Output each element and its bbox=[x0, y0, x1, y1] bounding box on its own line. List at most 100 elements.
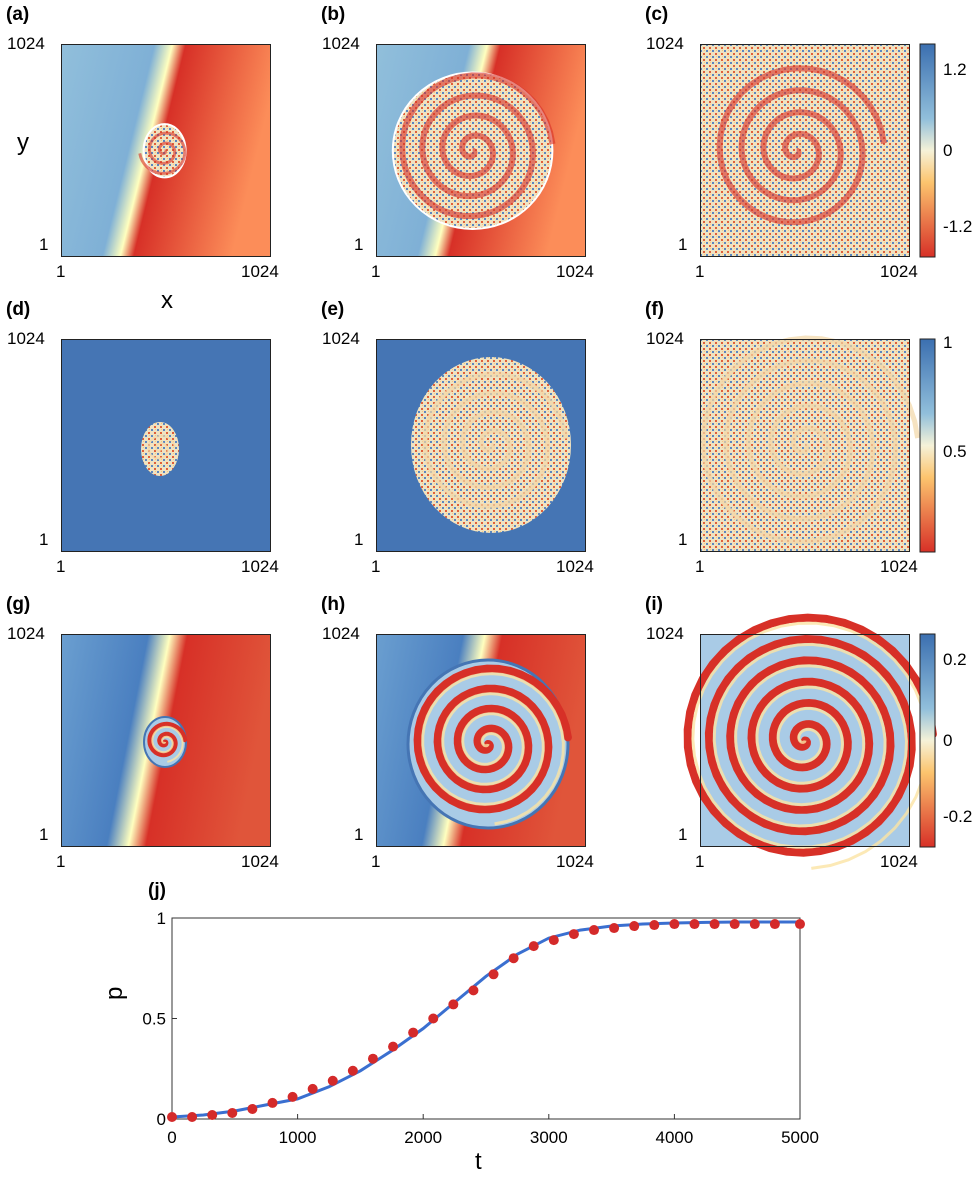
x-tick-min-d: 1 bbox=[56, 557, 66, 576]
x-tick-min-g: 1 bbox=[56, 852, 66, 871]
x-tick-min-c: 1 bbox=[695, 262, 705, 281]
x-tick-max-e: 1024 bbox=[556, 557, 594, 576]
y-tick-max-a: 1024 bbox=[7, 34, 45, 53]
y-axis-label-a: y bbox=[17, 129, 29, 156]
x-tick-max-c: 1024 bbox=[880, 262, 918, 281]
data-point bbox=[749, 919, 760, 930]
y-tick-max-i: 1024 bbox=[646, 624, 684, 643]
panel-label-h: (h) bbox=[321, 594, 346, 615]
colorbar-1 bbox=[919, 43, 936, 258]
field-image-a bbox=[61, 44, 271, 257]
y-tick-label: 0 bbox=[157, 1110, 166, 1129]
data-point bbox=[187, 1111, 198, 1122]
data-point bbox=[307, 1083, 318, 1094]
data-point bbox=[795, 919, 805, 930]
data-point bbox=[669, 919, 680, 930]
colorbar-2-tick-1: 0.5 bbox=[943, 441, 967, 461]
y-tick-min-f: 1 bbox=[678, 530, 688, 549]
x-tick-max-i: 1024 bbox=[880, 852, 918, 871]
x-tick-max-g: 1024 bbox=[241, 852, 279, 871]
colorbar-3-tick-1: 0 bbox=[943, 730, 953, 750]
y-tick-max-h: 1024 bbox=[322, 624, 360, 643]
panel-label-d: (d) bbox=[6, 299, 31, 320]
field-image-i bbox=[683, 613, 937, 870]
data-point bbox=[508, 953, 519, 964]
x-tick-min-f: 1 bbox=[695, 557, 705, 576]
x-tick-min-e: 1 bbox=[371, 557, 381, 576]
panel-label-a: (a) bbox=[6, 4, 30, 25]
data-point bbox=[528, 941, 539, 952]
x-tick-min-a: 1 bbox=[56, 262, 66, 281]
y-tick-min-d: 1 bbox=[39, 530, 49, 549]
panel-label-b: (b) bbox=[321, 4, 346, 25]
field-image-g bbox=[61, 634, 271, 847]
colorbar-3 bbox=[919, 633, 936, 848]
y-tick-max-g: 1024 bbox=[7, 624, 45, 643]
colorbar-3-tick-2: -0.2 bbox=[943, 807, 973, 827]
x-tick-max-d: 1024 bbox=[241, 557, 279, 576]
data-point bbox=[247, 1103, 258, 1114]
x-tick-label: 2000 bbox=[404, 1128, 442, 1147]
data-point bbox=[609, 923, 620, 934]
x-axis-label: t bbox=[475, 1148, 482, 1175]
x-tick-label: 5000 bbox=[781, 1128, 819, 1147]
data-point bbox=[347, 1065, 358, 1076]
y-tick-min-g: 1 bbox=[39, 825, 49, 844]
field-image-f bbox=[700, 335, 921, 552]
x-tick-label: 3000 bbox=[530, 1128, 568, 1147]
panel-label-j: (j) bbox=[148, 880, 166, 901]
x-tick-label: 0 bbox=[167, 1128, 176, 1147]
data-point bbox=[689, 919, 700, 930]
y-tick-min-i: 1 bbox=[678, 825, 688, 844]
field-image-h bbox=[376, 634, 586, 847]
data-point bbox=[267, 1097, 278, 1108]
x-tick-max-f: 1024 bbox=[880, 557, 918, 576]
field-image-e bbox=[376, 339, 586, 552]
x-tick-min-h: 1 bbox=[371, 852, 381, 871]
x-tick-max-h: 1024 bbox=[556, 852, 594, 871]
data-point bbox=[388, 1041, 399, 1052]
y-tick-min-a: 1 bbox=[39, 235, 49, 254]
data-point bbox=[629, 921, 640, 932]
data-point bbox=[548, 935, 559, 946]
colorbar-1-tick-0: 1.2 bbox=[943, 59, 967, 79]
colorbar-1-tick-2: -1.2 bbox=[943, 217, 973, 237]
data-point bbox=[468, 985, 479, 996]
y-tick-min-e: 1 bbox=[354, 530, 364, 549]
data-point bbox=[589, 925, 600, 936]
data-point bbox=[227, 1107, 238, 1118]
field-image-c bbox=[700, 44, 910, 257]
colorbar-2-tick-0: 1 bbox=[943, 333, 953, 353]
panel-label-i: (i) bbox=[645, 594, 663, 615]
data-point bbox=[367, 1053, 378, 1064]
panel-label-e: (e) bbox=[321, 299, 345, 320]
data-point bbox=[769, 919, 780, 930]
panel-label-f: (f) bbox=[645, 299, 664, 320]
x-axis-label-a: x bbox=[161, 287, 173, 314]
y-tick-min-c: 1 bbox=[678, 235, 688, 254]
panel-label-c: (c) bbox=[645, 4, 669, 25]
x-tick-label: 4000 bbox=[655, 1128, 693, 1147]
data-point bbox=[428, 1013, 439, 1024]
x-tick-min-i: 1 bbox=[695, 852, 705, 871]
panel-label-g: (g) bbox=[6, 594, 31, 615]
y-tick-max-d: 1024 bbox=[7, 329, 45, 348]
y-tick-max-c: 1024 bbox=[646, 34, 684, 53]
data-point bbox=[488, 969, 499, 980]
data-point bbox=[448, 999, 459, 1010]
colorbar-1-tick-1: 0 bbox=[943, 140, 953, 160]
y-tick-min-b: 1 bbox=[354, 235, 364, 254]
x-tick-max-a: 1024 bbox=[241, 262, 279, 281]
x-tick-min-b: 1 bbox=[371, 262, 381, 281]
data-point bbox=[709, 919, 720, 930]
y-tick-max-b: 1024 bbox=[322, 34, 360, 53]
data-point bbox=[408, 1027, 419, 1038]
data-point bbox=[327, 1075, 338, 1086]
field-image-b bbox=[376, 44, 586, 257]
data-point bbox=[729, 919, 740, 930]
data-point bbox=[207, 1109, 218, 1120]
data-point bbox=[649, 920, 660, 931]
data-point bbox=[287, 1091, 298, 1102]
field-image-d bbox=[61, 339, 271, 552]
